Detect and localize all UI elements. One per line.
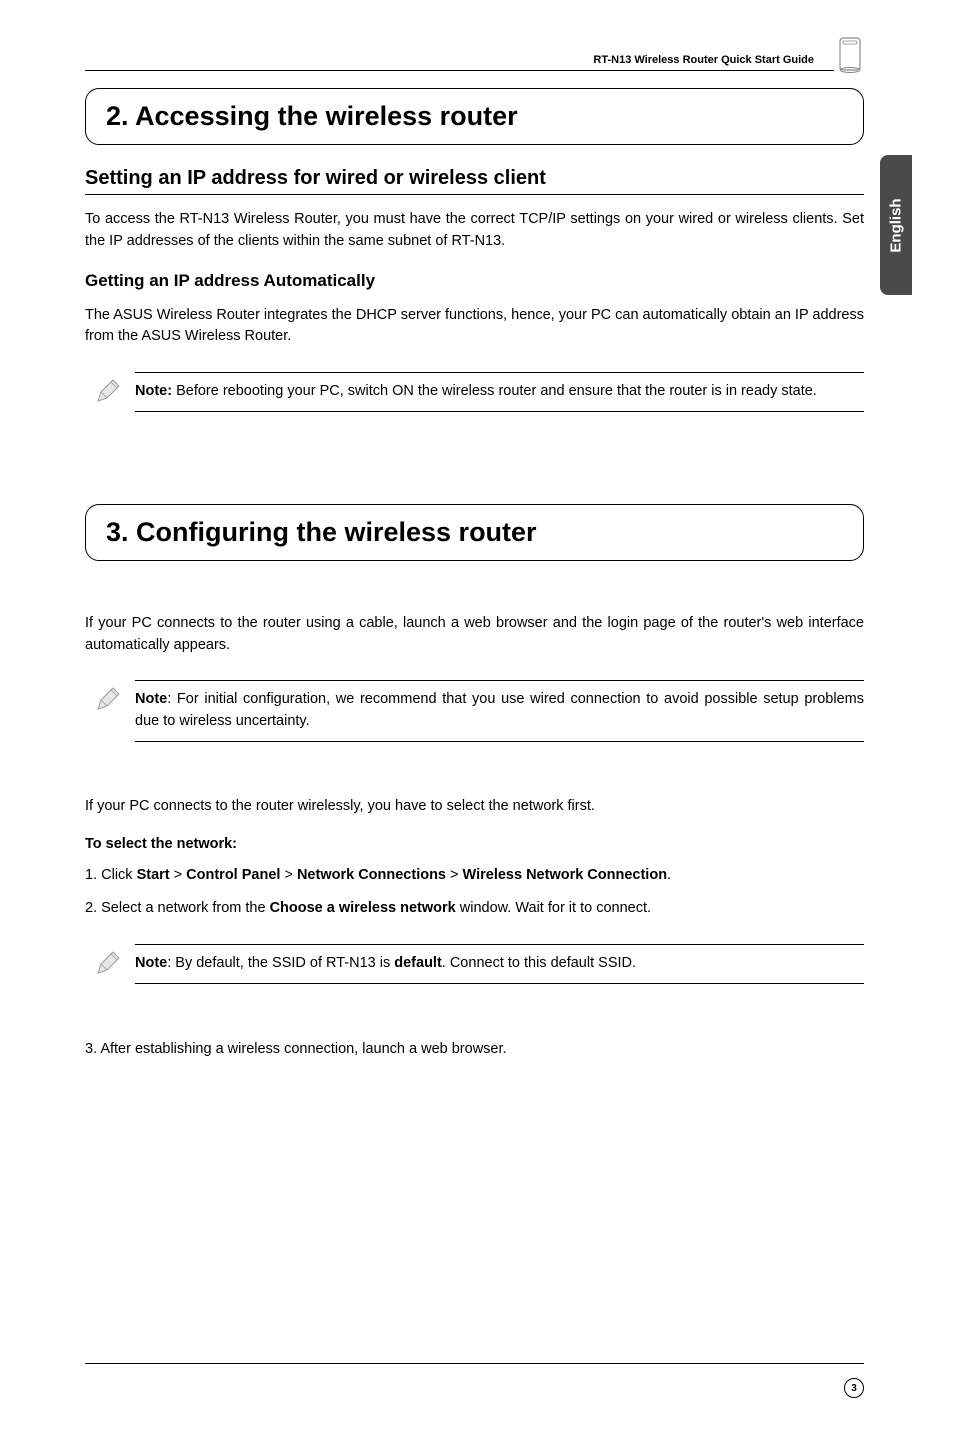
list-item-1: 1. Click Start > Control Panel > Network… — [85, 864, 864, 887]
note-3-suffix: . Connect to this default SSID. — [442, 955, 636, 971]
note-1-text: Note: Before rebooting your PC, switch O… — [135, 372, 864, 412]
note-2-text: Note: For initial configuration, we reco… — [135, 680, 864, 742]
section-2-subtitle: Setting an IP address for wired or wirel… — [85, 167, 864, 195]
section-2-p1: To access the RT-N13 Wireless Router, yo… — [85, 209, 864, 253]
li2-suffix: window. Wait for it to connect. — [456, 900, 651, 916]
pencil-icon — [95, 686, 121, 712]
note-block-1: Note: Before rebooting your PC, switch O… — [85, 372, 864, 412]
footer-rule — [85, 1363, 864, 1364]
page-body: 2. Accessing the wireless router Setting… — [0, 0, 954, 1061]
note-3-body: : By default, the SSID of RT-N13 is — [167, 955, 394, 971]
list-item-3: 3. After establishing a wireless connect… — [85, 1038, 864, 1061]
section-3-p1: If your PC connects to the router using … — [85, 613, 864, 657]
note-1-label: Note: — [135, 383, 172, 399]
note-block-2: Note: For initial configuration, we reco… — [85, 680, 864, 742]
section-2-subheading: Getting an IP address Automatically — [85, 271, 864, 291]
section-3-title: 3. Configuring the wireless router — [106, 517, 843, 548]
li2-prefix: 2. Select a network from the — [85, 900, 270, 916]
section-3-box: 3. Configuring the wireless router — [85, 504, 864, 561]
note-3-b: default — [394, 955, 442, 971]
note-block-3: Note: By default, the SSID of RT-N13 is … — [85, 944, 864, 984]
page-number: 3 — [844, 1378, 864, 1398]
li1-s2: > — [280, 867, 297, 883]
li2-b1: Choose a wireless network — [270, 900, 456, 916]
li1-b4: Wireless Network Connection — [463, 867, 668, 883]
note-2-body: : For initial configuration, we recommen… — [135, 691, 864, 729]
pencil-icon — [95, 378, 121, 404]
li1-suffix: . — [667, 867, 671, 883]
list-item-2: 2. Select a network from the Choose a wi… — [85, 897, 864, 920]
li1-s3: > — [446, 867, 463, 883]
section-2-p2: The ASUS Wireless Router integrates the … — [85, 305, 864, 349]
li1-s1: > — [170, 867, 187, 883]
note-1-body: Before rebooting your PC, switch ON the … — [172, 383, 817, 399]
pencil-icon — [95, 950, 121, 976]
li1-b2: Control Panel — [186, 867, 280, 883]
note-2-label: Note — [135, 691, 167, 707]
section-2-box: 2. Accessing the wireless router — [85, 88, 864, 145]
section-3-p2: If your PC connects to the router wirele… — [85, 796, 864, 818]
select-network-heading: To select the network: — [85, 836, 864, 852]
section-2-title: 2. Accessing the wireless router — [106, 101, 843, 132]
note-3-text: Note: By default, the SSID of RT-N13 is … — [135, 944, 864, 984]
li1-b1: Start — [137, 867, 170, 883]
li1-prefix: 1. Click — [85, 867, 137, 883]
li1-b3: Network Connections — [297, 867, 446, 883]
note-3-label: Note — [135, 955, 167, 971]
